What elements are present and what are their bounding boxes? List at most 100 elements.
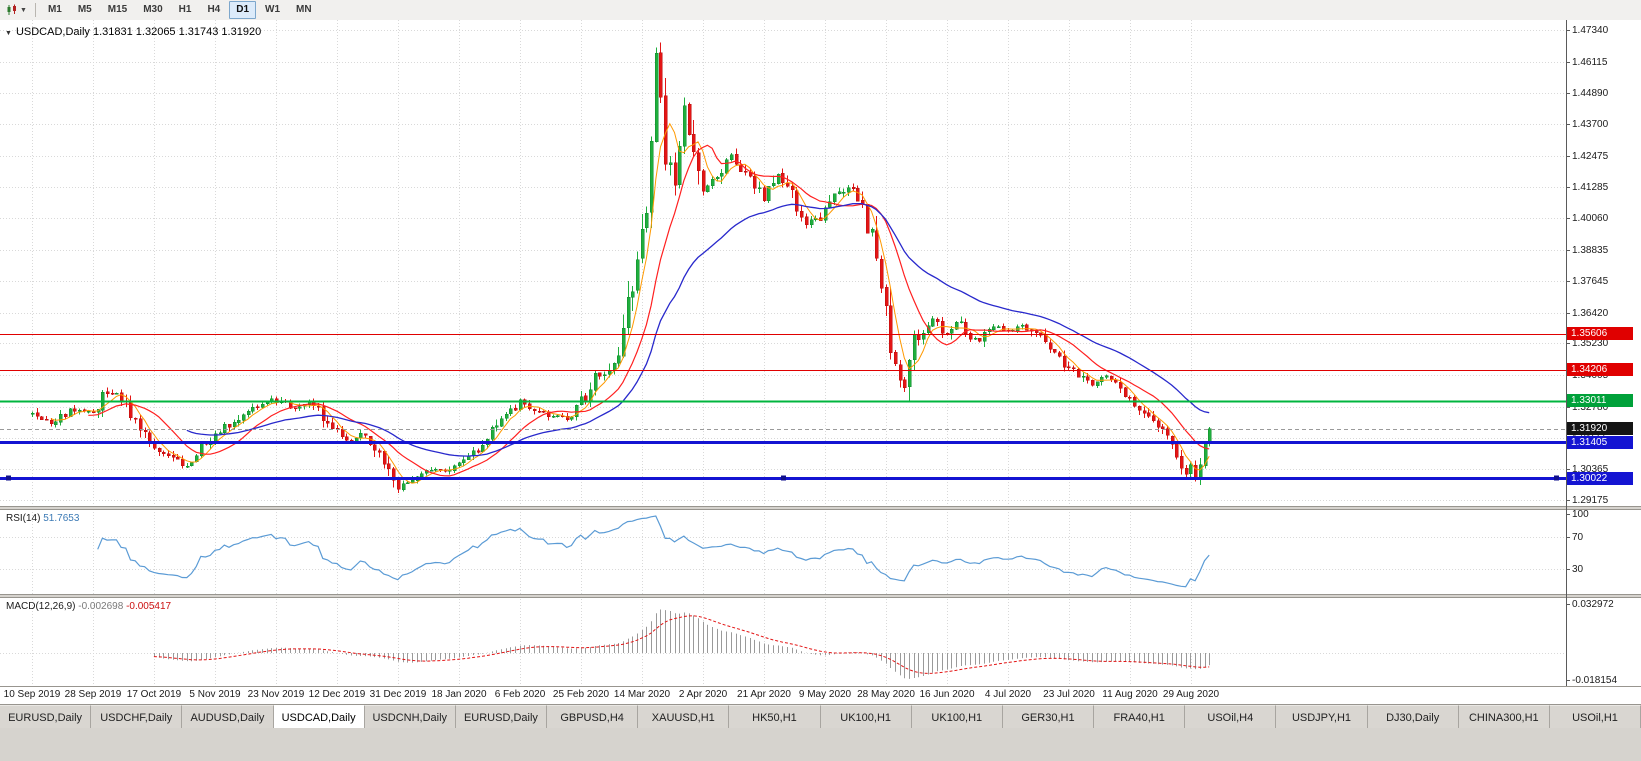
chart-tab-dj30-daily[interactable]: DJ30,Daily: [1367, 705, 1459, 729]
chart-tab-usdcnh-daily[interactable]: USDCNH,Daily: [364, 705, 456, 729]
chart-tab-audusd-daily[interactable]: AUDUSD,Daily: [182, 705, 274, 729]
horizontal-lines: [0, 333, 1566, 481]
price-axis-label: 1.47340: [1572, 25, 1609, 36]
price-axis-label: 1.42475: [1572, 151, 1609, 162]
date-axis-label: 31 Dec 2019: [369, 689, 427, 700]
chart-tab-uk100-h1[interactable]: UK100,H1: [911, 705, 1003, 729]
date-axis-label: 14 Mar 2020: [613, 689, 671, 700]
ma-mid-line: [88, 144, 1210, 477]
timeframe-button-m5[interactable]: M5: [77, 4, 92, 15]
hline-handle[interactable]: [1554, 475, 1559, 481]
candlestick-chart-icon: [7, 4, 16, 15]
chart-title: ▼ USDCAD,Daily 1.31831 1.32065 1.31743 1.…: [5, 26, 261, 38]
date-axis-label: 16 Jun 2020: [919, 689, 975, 700]
price-tag-1.33011: 1.33011: [1567, 394, 1633, 407]
date-axis-label: 28 Sep 2019: [64, 689, 122, 700]
macd-axis-label: 0.032972: [1572, 599, 1614, 610]
toolbar-separator: [34, 3, 36, 17]
rsi-plot: [97, 515, 1210, 588]
macd-signal-value: -0.005417: [126, 601, 172, 612]
rsi-value: 51.7653: [43, 513, 80, 524]
window-background: [0, 728, 1641, 761]
chart-tab-usdchf-daily[interactable]: USDCHF,Daily: [91, 705, 183, 729]
price-axis-label: 1.36420: [1572, 308, 1609, 319]
date-axis-label: 4 Jul 2020: [984, 689, 1032, 700]
timeframe-button-h4[interactable]: H4: [207, 4, 221, 15]
chart-canvas[interactable]: [0, 20, 1641, 704]
timeframe-button-m15[interactable]: M15: [107, 4, 128, 15]
macd-value: -0.002698: [78, 601, 124, 612]
chart-tab-gbpusd-h4[interactable]: GBPUSD,H4: [547, 705, 639, 729]
price-tag-1.31920: 1.31920: [1567, 422, 1633, 435]
panel-separator[interactable]: [0, 506, 1641, 510]
chart-tab-ger30-h1[interactable]: GER30,H1: [1002, 705, 1095, 729]
rsi-name: RSI(14): [6, 513, 41, 524]
panel-separator[interactable]: [0, 594, 1641, 598]
timeframe-button-d1[interactable]: D1: [229, 1, 257, 19]
date-axis-label: 17 Oct 2019: [126, 689, 182, 700]
price-tag-1.30022: 1.30022: [1567, 472, 1633, 485]
timeframe-buttons: M1 M5 M15 M30 H1 H4 D1 W1 MN: [41, 1, 319, 19]
rsi-axis-label: 100: [1572, 509, 1589, 520]
macd-axis-label: -0.018154: [1572, 675, 1618, 686]
date-axis-label: 23 Jul 2020: [1043, 689, 1095, 700]
date-axis-label: 28 May 2020: [857, 689, 915, 700]
rsi-axis-label: 30: [1572, 564, 1584, 575]
price-tag-1.31405: 1.31405: [1567, 436, 1633, 449]
price-axis-label: 1.41285: [1572, 182, 1609, 193]
chart-tab-usoil-h4[interactable]: USOil,H4: [1185, 705, 1277, 729]
price-axis-label: 1.37645: [1572, 276, 1609, 287]
chart-tab-hk50-h1[interactable]: HK50,H1: [729, 705, 821, 729]
chart-tab-usdcad-daily[interactable]: USDCAD,Daily: [273, 705, 365, 729]
price-axis-label: 1.29175: [1572, 495, 1609, 506]
caret-down-icon: ▼: [20, 6, 27, 14]
rsi-line: [97, 515, 1210, 588]
date-axis-label: 21 Apr 2020: [737, 689, 791, 700]
ma-slow-line: [186, 202, 1210, 457]
chart-tab-fra40-h1[interactable]: FRA40,H1: [1094, 705, 1186, 729]
price-axis-label: 1.40060: [1572, 213, 1609, 224]
date-axis-label: 2 Apr 2020: [678, 689, 728, 700]
timeframe-button-m1[interactable]: M1: [47, 4, 62, 15]
chart-tab-uk100-h1[interactable]: UK100,H1: [820, 705, 912, 729]
price-axis-label: 1.44890: [1572, 88, 1609, 99]
date-axis-label: 12 Dec 2019: [308, 689, 366, 700]
chart-tab-eurusd-daily[interactable]: EURUSD,Daily: [455, 705, 548, 729]
price-axis-label: 1.46115: [1572, 57, 1608, 68]
date-axis-label: 25 Feb 2020: [552, 689, 610, 700]
hline-handle[interactable]: [781, 475, 786, 481]
macd-plot: [153, 609, 1210, 679]
date-axis-label: 29 Aug 2020: [1162, 689, 1220, 700]
date-axis-label: 10 Sep 2019: [3, 689, 61, 700]
date-axis-label: 18 Jan 2020: [431, 689, 487, 700]
chart-tab-usoil-h1[interactable]: USOil,H1: [1549, 705, 1641, 729]
timeframe-button-w1[interactable]: W1: [265, 4, 281, 15]
chart-menu-button[interactable]: ▼: [3, 1, 30, 19]
price-axis-label: 1.32780: [1572, 402, 1609, 413]
chart-tab-eurusd-daily[interactable]: EURUSD,Daily: [0, 705, 92, 729]
price-axis-label: 1.43700: [1572, 119, 1609, 130]
chart-area[interactable]: ▼ USDCAD,Daily 1.31831 1.32065 1.31743 1.…: [0, 20, 1641, 704]
price-tag-1.35606: 1.35606: [1567, 327, 1633, 340]
macd-indicator-label: MACD(12,26,9) -0.002698 -0.005417: [6, 601, 171, 612]
timeframe-button-m30[interactable]: M30: [143, 4, 163, 15]
chart-tab-usdjpy-h1[interactable]: USDJPY,H1: [1276, 705, 1368, 729]
chart-tab-xauusd-h1[interactable]: XAUUSD,H1: [638, 705, 730, 729]
price-tag-1.34206: 1.34206: [1567, 363, 1633, 376]
grid-lines: [0, 20, 1566, 686]
timeframe-button-h1[interactable]: H1: [178, 4, 192, 15]
ohlc-readout: 1.31831 1.32065 1.31743 1.31920: [92, 26, 262, 38]
rsi-indicator-label: RSI(14) 51.7653: [6, 513, 79, 524]
chart-tab-bar: EURUSD,Daily USDCHF,Daily AUDUSD,Daily USDC…: [0, 704, 1641, 729]
price-axis-label: 1.38835: [1572, 245, 1609, 256]
symbol-dropdown-caret[interactable]: ▼: [5, 30, 12, 37]
price-axis-label: 1.35230: [1572, 338, 1609, 349]
date-axis-label: 23 Nov 2019: [247, 689, 305, 700]
toolbar: ▼ M1 M5 M15 M30 H1 H4 D1 W1 MN: [0, 0, 1641, 21]
chart-tab-china300-h1[interactable]: CHINA300,H1: [1458, 705, 1550, 729]
macd-name: MACD(12,26,9): [6, 601, 76, 612]
timeframe-button-mn[interactable]: MN: [296, 4, 312, 15]
hline-handle[interactable]: [6, 475, 11, 481]
date-axis-label: 11 Aug 2020: [1102, 689, 1158, 700]
date-axis-label: 5 Nov 2019: [189, 689, 241, 700]
